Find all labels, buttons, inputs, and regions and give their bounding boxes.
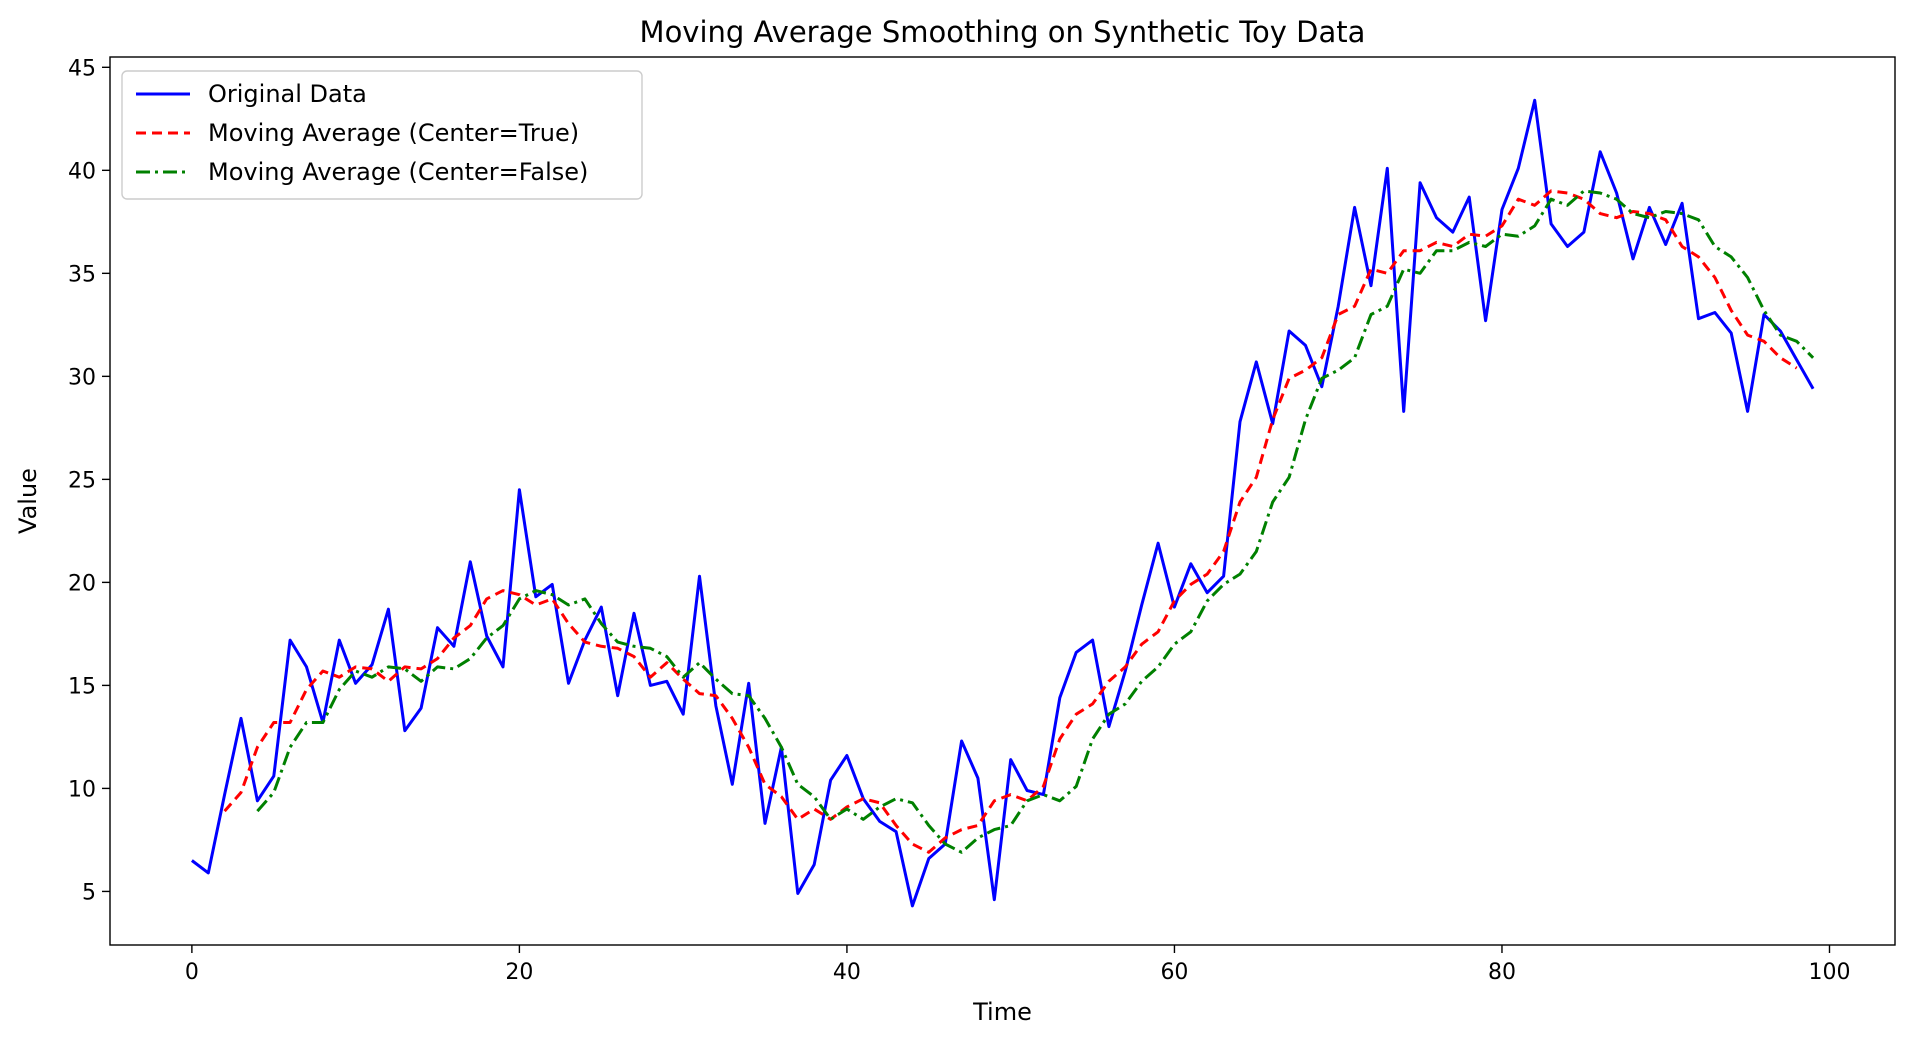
x-tick-label: 20 bbox=[505, 960, 533, 985]
original-data-line bbox=[190, 98, 1815, 908]
x-tick-label: 100 bbox=[1808, 960, 1850, 985]
x-tick-label: 0 bbox=[185, 960, 199, 985]
y-tick-label: 20 bbox=[68, 571, 96, 596]
legend-box bbox=[121, 70, 643, 200]
y-tick-label: 45 bbox=[68, 56, 96, 81]
series-layer bbox=[190, 98, 1815, 908]
x-axis-label: Time bbox=[972, 998, 1032, 1026]
moving-average-center-true-line bbox=[223, 189, 1798, 854]
x-axis: 0 20 40 60 80 100 bbox=[185, 945, 1850, 985]
x-tick-label: 40 bbox=[833, 960, 861, 985]
legend: Original Data Moving Average (Center=True… bbox=[121, 70, 643, 200]
x-tick-label: 80 bbox=[1488, 960, 1516, 985]
y-tick-label: 25 bbox=[68, 468, 96, 493]
legend-entry: Moving Average (Center=False) bbox=[208, 158, 588, 186]
y-axis: 5 10 15 20 25 30 35 40 45 bbox=[68, 56, 110, 905]
legend-entry: Moving Average (Center=True) bbox=[208, 119, 579, 147]
chart-title: Moving Average Smoothing on Synthetic To… bbox=[640, 15, 1366, 49]
y-tick-label: 35 bbox=[68, 262, 96, 287]
x-tick-label: 60 bbox=[1160, 960, 1188, 985]
y-tick-label: 15 bbox=[68, 674, 96, 699]
y-tick-label: 5 bbox=[82, 880, 96, 905]
legend-entry: Original Data bbox=[208, 80, 367, 108]
y-tick-label: 10 bbox=[68, 777, 96, 802]
y-tick-label: 30 bbox=[68, 365, 96, 390]
y-axis-label: Value bbox=[14, 468, 42, 534]
y-tick-label: 40 bbox=[68, 159, 96, 184]
moving-average-center-false-line bbox=[256, 189, 1815, 854]
plot-frame bbox=[109, 56, 1896, 946]
